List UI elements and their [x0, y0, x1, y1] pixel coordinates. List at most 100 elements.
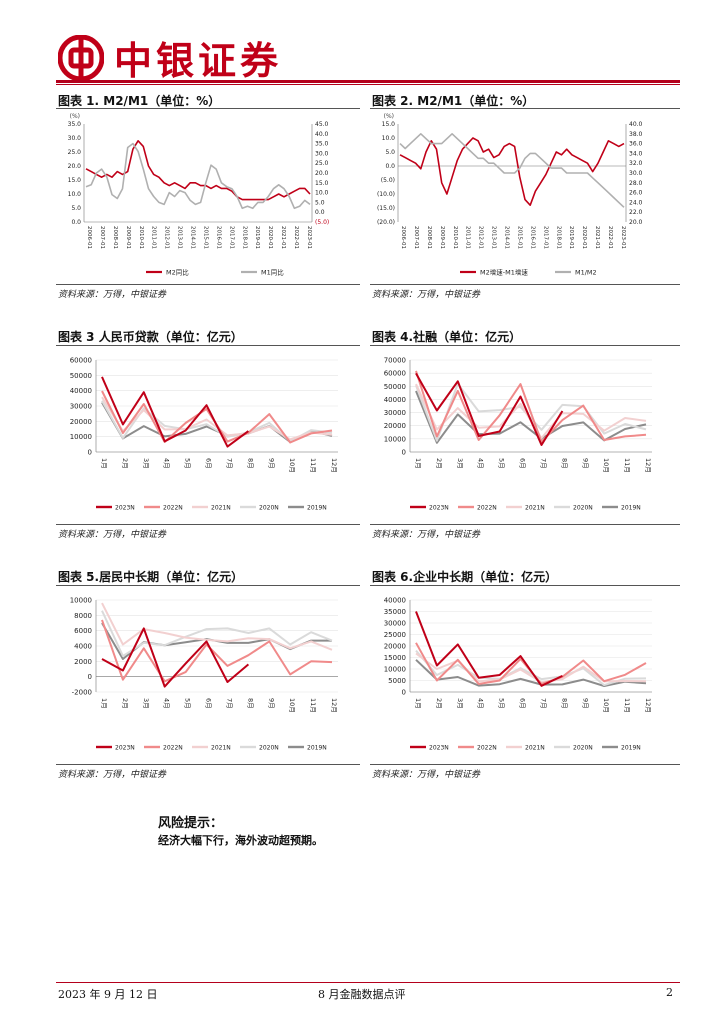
panel-3-title: 图表 3 人民币贷款（单位：亿元） [58, 330, 243, 344]
series-line-2021N [101, 602, 333, 651]
x-tick-label: 8月 [246, 458, 254, 469]
x-tick-label: 2007-01 [413, 226, 419, 249]
legend-label: M2同比 [166, 268, 189, 277]
x-tick-label: 11月 [623, 698, 631, 713]
panel-1-rule-bottom [56, 284, 360, 285]
x-tick-label: 2022-01 [607, 226, 613, 249]
x-tick-label: 4月 [477, 698, 485, 709]
legend-label: 2022N [163, 505, 183, 512]
y-tick-label: 50000 [70, 372, 92, 380]
x-tick-label: 2月 [121, 458, 129, 469]
right-tick-label: 20.0 [629, 219, 643, 226]
panel-5-rule [56, 585, 360, 586]
x-tick-label: 3月 [142, 458, 150, 469]
legend-label: 2023N [115, 505, 135, 512]
right-tick-label: 15.0 [315, 180, 329, 187]
left-tick-label: 5.0 [385, 149, 395, 156]
right-tick-label: 30.0 [315, 150, 329, 157]
left-tick-label: 20.0 [68, 163, 82, 170]
x-tick-label: 4月 [477, 458, 485, 469]
series-line-0 [85, 140, 311, 201]
x-tick-label: 2013-01 [177, 226, 183, 249]
right-tick-label: (5.0) [315, 219, 329, 226]
x-tick-label: 6月 [205, 698, 213, 709]
x-tick-label: 2018-01 [241, 226, 247, 249]
legend-label: M2增速-M1增速 [480, 268, 528, 277]
series-line-2020N [101, 610, 333, 657]
chart-social-financing: 70000 60000 50000 40000 30000 20000 10000 0 1月 2月… [384, 357, 652, 512]
y-tick-label: 6000 [74, 627, 92, 635]
right-tick-label: 40.0 [315, 131, 329, 138]
x-tick-label: 2015-01 [202, 226, 208, 249]
y-tick-label: 60000 [70, 357, 92, 365]
footer-rule [56, 982, 680, 983]
x-tick-label: 2020-01 [581, 226, 587, 249]
x-tick-label: 10月 [602, 698, 610, 713]
x-tick-label: 11月 [309, 698, 317, 713]
header-rule-thin [56, 84, 680, 85]
series-line-0 [399, 137, 625, 206]
x-tick-label: 12月 [644, 458, 652, 473]
right-tick-label: 36.0 [629, 141, 643, 148]
chart-rmb-loans: 60000 50000 40000 30000 20000 10000 0 1月 2月 3月 4月 5… [70, 357, 338, 512]
x-tick-label: 11月 [309, 458, 317, 473]
left-tick-label: 0.0 [71, 219, 81, 226]
x-tick-label: 8月 [560, 698, 568, 709]
x-tick-label: 2月 [435, 698, 443, 709]
x-tick-label: 3月 [142, 698, 150, 709]
right-tick-label: 5.0 [315, 199, 325, 206]
x-tick-label: 10月 [288, 458, 296, 473]
left-tick-label: 15.0 [382, 121, 396, 128]
left-tick-label: (20.0) [377, 219, 395, 226]
legend-label: 2021N [211, 745, 231, 752]
x-tick-label: 2013-01 [491, 226, 497, 249]
left-tick-label: 30.0 [68, 135, 82, 142]
x-tick-label: 9月 [581, 458, 589, 469]
panel-4-rule [370, 345, 680, 346]
unit-label: (%) [384, 113, 394, 120]
x-tick-label: 3月 [456, 698, 464, 709]
left-tick-label: 10.0 [382, 135, 396, 142]
left-tick-label: 15.0 [68, 177, 82, 184]
panel-3-rule-bottom [56, 524, 360, 525]
x-tick-label: 2021-01 [280, 226, 286, 249]
right-tick-label: 22.0 [629, 209, 643, 216]
y-tick-label: 10000 [70, 433, 92, 441]
legend-label: 2022N [163, 745, 183, 752]
y-tick-label: 50000 [384, 383, 406, 391]
x-tick-label: 2月 [435, 458, 443, 469]
x-tick-label: 2014-01 [504, 226, 510, 249]
left-tick-label: 35.0 [68, 121, 82, 128]
right-tick-label: 35.0 [315, 141, 329, 148]
x-tick-label: 2007-01 [99, 226, 105, 249]
x-tick-label: 2017-01 [228, 226, 234, 249]
panel-6-rule-bottom [370, 764, 680, 765]
y-tick-label: 30000 [384, 620, 406, 628]
panel-5-rule-bottom [56, 764, 360, 765]
y-tick-label: 10000 [70, 597, 92, 605]
y-tick-label: 30000 [70, 403, 92, 411]
series-line-2022N [101, 619, 333, 683]
legend-label: 2021N [211, 505, 231, 512]
y-tick-label: 15000 [384, 654, 406, 662]
y-tick-label: 30000 [384, 409, 406, 417]
x-tick-label: 2月 [121, 698, 129, 709]
chart-m2-m1-yoy: (%)35.030.025.020.015.010.05.00.045.040.… [68, 113, 330, 277]
y-tick-label: 20000 [384, 422, 406, 430]
panel-3-rule [56, 345, 360, 346]
x-tick-label: 9月 [581, 698, 589, 709]
panel-1-rule [56, 108, 360, 109]
x-tick-label: 1月 [100, 698, 108, 709]
chart-corporate-long-term: 40000 35000 30000 25000 20000 15000 10000 5000 0… [384, 597, 652, 752]
x-tick-label: 2021-01 [594, 226, 600, 249]
legend-label: 2020N [259, 745, 279, 752]
y-tick-label: 60000 [384, 370, 406, 378]
x-tick-label: 7月 [539, 698, 547, 709]
risk-title: 风险提示： [158, 816, 224, 831]
x-tick-label: 10月 [288, 698, 296, 713]
right-tick-label: 30.0 [629, 170, 643, 177]
y-tick-label: 40000 [384, 597, 406, 605]
x-tick-label: 2006-01 [400, 226, 406, 249]
left-tick-label: (15.0) [377, 205, 395, 212]
right-tick-label: 10.0 [315, 190, 329, 197]
